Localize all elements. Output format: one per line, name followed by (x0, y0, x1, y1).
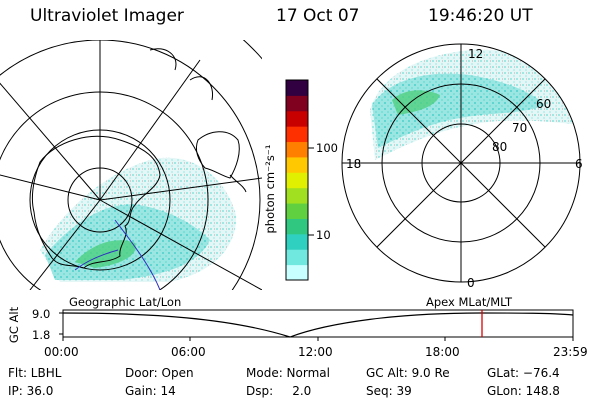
mlt-18-label: 18 (346, 157, 362, 171)
alt-tick-9: 9.0 (32, 307, 51, 321)
x-tick-2359: 23:59 (553, 345, 588, 359)
colorbar-step (286, 233, 308, 250)
gc-alt-info: GC Alt: 9.0 Re (366, 366, 450, 380)
gc-alt-axis-label: GC Alt (7, 306, 21, 344)
mlt-12-label: 12 (468, 47, 484, 61)
time-label: 19:46:20 UT (428, 6, 533, 26)
mlat-80-label: 80 (492, 140, 508, 154)
colorbar-step (286, 203, 308, 219)
geographic-map (0, 40, 262, 290)
door-info: Door: Open (125, 366, 194, 380)
alt-tick-1-8: 1.8 (32, 328, 51, 342)
colorbar-step (286, 218, 308, 235)
glat-info: GLat: −76.4 (487, 366, 560, 380)
coastline-australia (195, 131, 240, 179)
mlat-60-label: 60 (536, 97, 552, 111)
colorbar-step (286, 126, 308, 143)
colorbar-unit-label: photon cm⁻²s⁻¹ (263, 144, 277, 234)
mlat-mlt-plot (341, 43, 581, 283)
colorbar-step (286, 187, 308, 204)
colorbar-step (286, 141, 308, 158)
colorbar-step (286, 264, 308, 281)
gc-alt-plot (59, 309, 574, 341)
colorbar (285, 79, 314, 281)
colorbar-step (286, 80, 308, 96)
apex-mlat-mlt-label: Apex MLat/MLT (426, 295, 513, 309)
mode-info: Mode: Normal (246, 366, 330, 380)
ip-info: IP: 36.0 (8, 384, 54, 398)
mlt-6-label: 6 (575, 157, 583, 171)
geographic-lat-lon-label: Geographic Lat/Lon (69, 295, 182, 309)
x-tick-0000: 00:00 (44, 345, 79, 359)
colorbar-step (286, 110, 308, 127)
colorbar-step (286, 156, 308, 173)
colorbar-step (286, 95, 308, 112)
colorbar-tick-100: 100 (316, 141, 338, 155)
x-tick-0600: 06:00 (171, 345, 206, 359)
colorbar-step (286, 249, 308, 266)
coastline-antarctica (31, 136, 161, 269)
date-label: 17 Oct 07 (276, 6, 360, 26)
orbit-altitude-curve (62, 312, 574, 338)
instrument-title: Ultraviolet Imager (30, 6, 184, 26)
mlt-0-label: 0 (467, 276, 475, 290)
x-tick-1800: 18:00 (425, 345, 460, 359)
seq-info: Seq: 39 (366, 384, 412, 398)
flt-info: Flt: LBHL (8, 366, 62, 380)
colorbar-tick-10: 10 (316, 228, 331, 242)
gain-info: Gain: 14 (125, 384, 176, 398)
dsp-info: Dsp: 2.0 (246, 384, 312, 398)
glon-info: GLon: 148.8 (487, 384, 560, 398)
mlat-70-label: 70 (512, 121, 528, 135)
colorbar-step (286, 172, 308, 189)
x-tick-1200: 12:00 (298, 345, 333, 359)
